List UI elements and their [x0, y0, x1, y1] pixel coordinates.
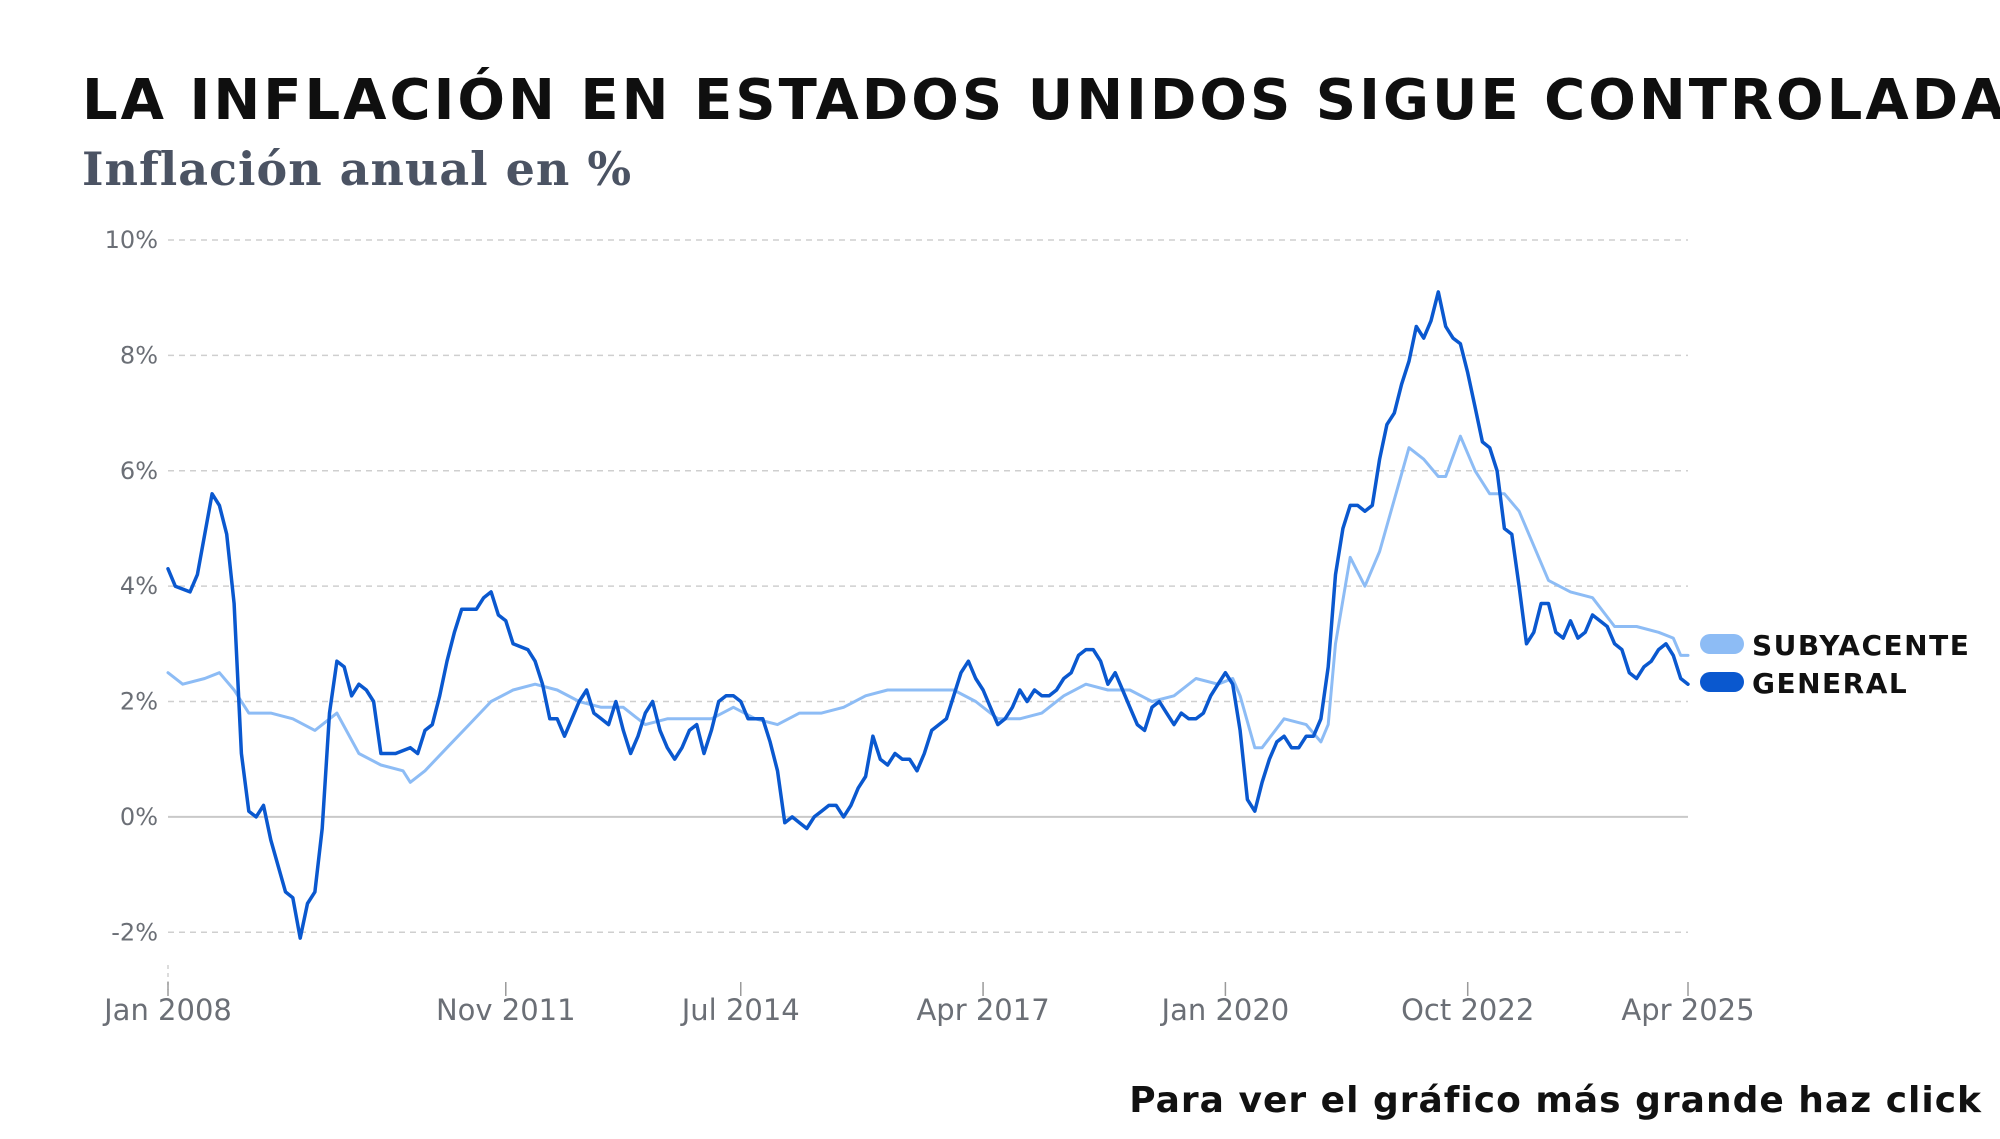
series-lines	[166, 290, 1690, 940]
legend: SUBYACENTE GENERAL	[1700, 629, 1970, 700]
x-tick-label: Apr 2017	[916, 993, 1049, 1027]
x-tick-label: Jul 2014	[680, 993, 800, 1027]
x-tick-label: Nov 2011	[436, 993, 576, 1027]
axes: -2% 0% 2% 4% 6% 8% 10% Jan 2008 Nov 2011 Jul 2014…	[102, 226, 1754, 1027]
x-tick-label: Apr 2025	[1621, 993, 1754, 1027]
chart-subtitle: Inflación anual en %	[82, 142, 633, 196]
x-tick-label: Jan 2020	[1160, 993, 1290, 1027]
legend-label-subyacente: SUBYACENTE	[1752, 629, 1970, 662]
y-tick-label: 8%	[120, 341, 158, 369]
chart-title: LA INFLACIÓN EN ESTADOS UNIDOS SIGUE CON…	[82, 68, 2000, 133]
legend-swatch-general	[1700, 672, 1744, 692]
line-chart: -2% 0% 2% 4% 6% 8% 10% Jan 2008 Nov 2011 Jul 2014…	[102, 226, 1970, 1027]
x-tick-label: Jan 2008	[102, 993, 232, 1027]
series-line-subyacente	[166, 434, 1690, 784]
x-tick-label: Oct 2022	[1401, 993, 1534, 1027]
enlarge-chart-link[interactable]: Para ver el gráfico más grande haz click	[1129, 1080, 1982, 1121]
y-tick-label: 6%	[120, 457, 158, 485]
legend-label-general: GENERAL	[1752, 667, 1908, 700]
grid-lines	[168, 239, 1688, 934]
y-tick-label: 10%	[105, 226, 158, 254]
y-tick-label: -2%	[111, 918, 158, 946]
y-tick-label: 2%	[120, 688, 158, 716]
y-tick-label: 4%	[120, 572, 158, 600]
legend-swatch-subyacente	[1700, 634, 1744, 654]
y-tick-label: 0%	[120, 803, 158, 831]
series-line-general	[166, 290, 1690, 940]
